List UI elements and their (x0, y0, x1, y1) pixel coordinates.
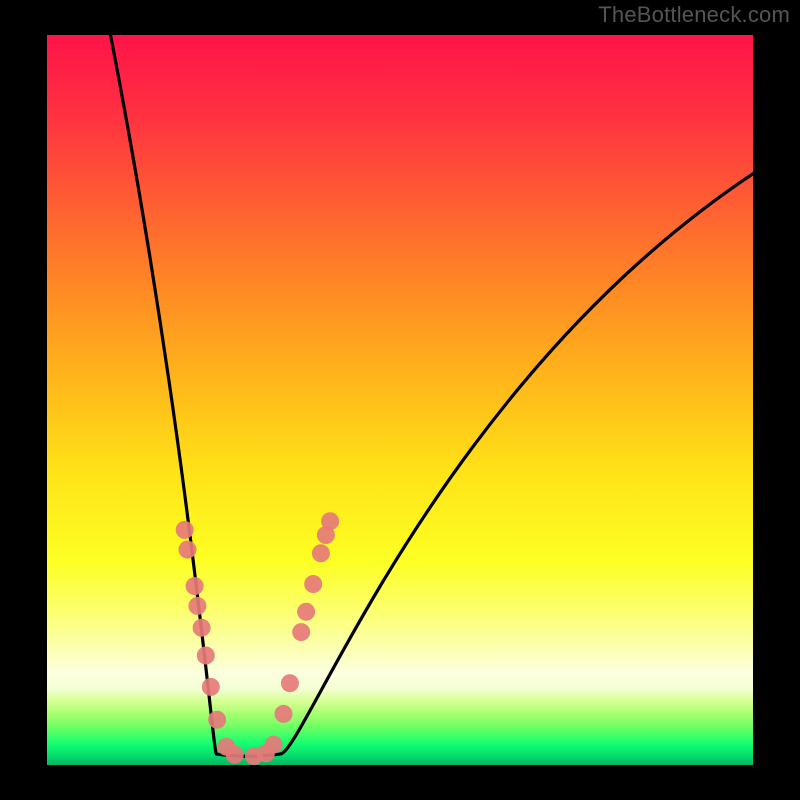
data-dot (179, 541, 197, 559)
data-dot (275, 705, 293, 723)
data-dot (186, 577, 204, 595)
data-dot (304, 575, 322, 593)
data-dot (312, 544, 330, 562)
chart-stage: TheBottleneck.com (0, 0, 800, 800)
data-dot (281, 674, 299, 692)
data-dot (208, 711, 226, 729)
data-dot (292, 623, 310, 641)
data-dot (188, 597, 206, 615)
data-dot (202, 678, 220, 696)
gradient-background (47, 35, 753, 765)
data-dot (297, 603, 315, 621)
watermark-text: TheBottleneck.com (598, 2, 790, 28)
data-dot (197, 647, 215, 665)
data-dot (176, 521, 194, 539)
data-dot (193, 619, 211, 637)
data-dot (265, 736, 283, 754)
data-dot (226, 746, 244, 764)
data-dot (321, 512, 339, 530)
plot-area (47, 35, 753, 765)
bottleneck-plot (0, 0, 800, 800)
